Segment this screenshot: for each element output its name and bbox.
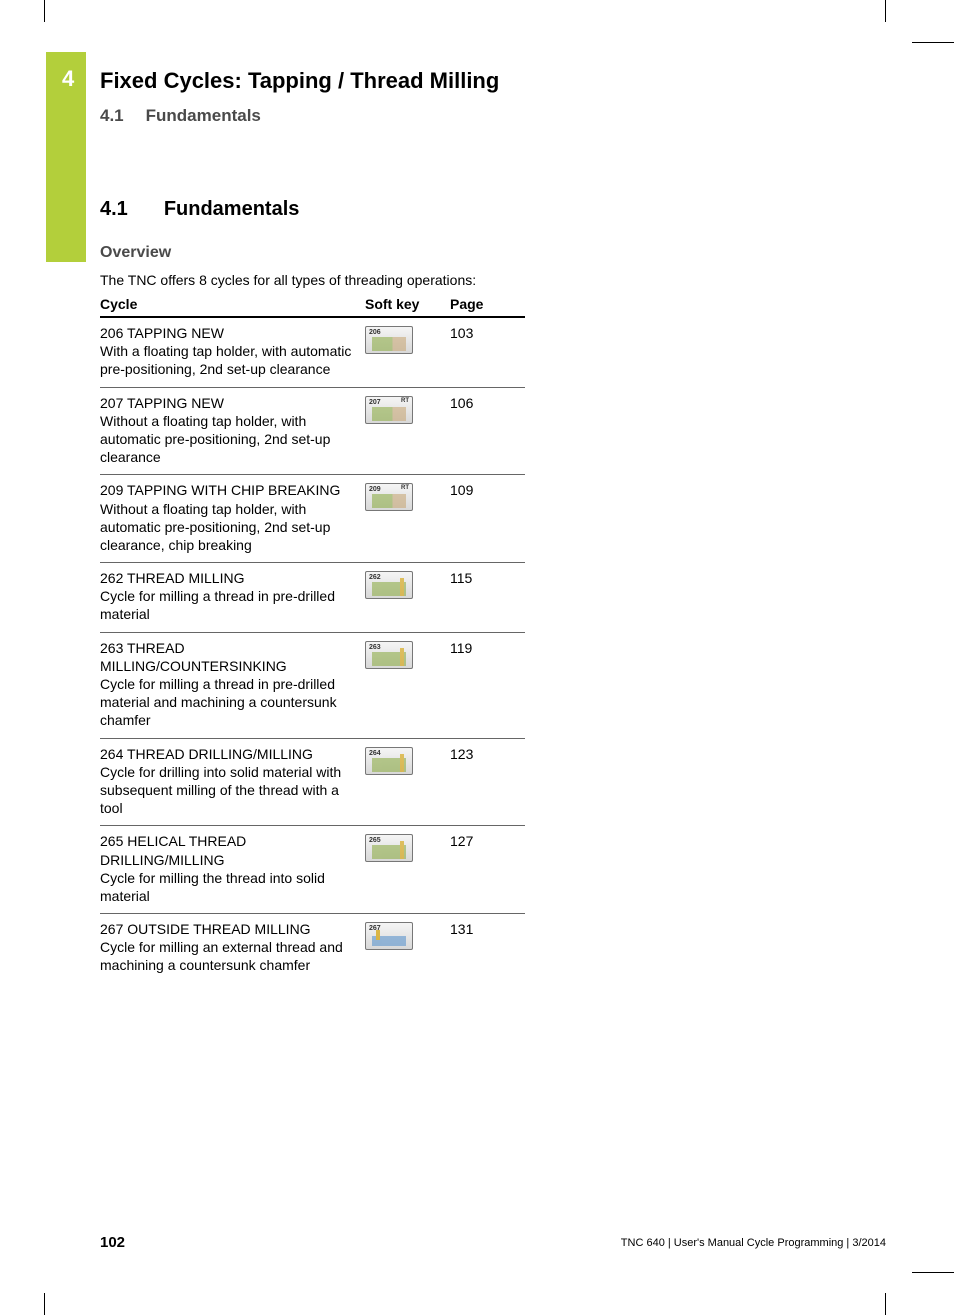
page-cell: 131 — [450, 920, 520, 975]
softkey-glyph — [372, 652, 406, 666]
cycle-cell: 206 TAPPING NEWWith a floating tap holde… — [100, 324, 365, 379]
softkey-cell: 206 — [365, 324, 450, 379]
cycle-cell: 267 OUTSIDE THREAD MILLINGCycle for mill… — [100, 920, 365, 975]
softkey-glyph — [372, 758, 406, 772]
softkey-label: 263 — [369, 643, 381, 652]
cycle-description: Without a floating tap holder, with auto… — [100, 412, 357, 467]
page-cell: 115 — [450, 569, 520, 624]
cycle-cell: 262 THREAD MILLINGCycle for milling a th… — [100, 569, 365, 624]
cycle-description: Cycle for milling the thread into solid … — [100, 869, 357, 905]
cycle-cell: 207 TAPPING NEWWithout a floating tap ho… — [100, 394, 365, 467]
table-row: 209 TAPPING WITH CHIP BREAKINGWithout a … — [100, 475, 525, 563]
section-heading-number: 4.1 — [100, 198, 128, 220]
section-title: Fundamentals — [146, 106, 261, 125]
col-header-softkey: Soft key — [365, 296, 450, 312]
section-heading: 4.1 Fundamentals — [100, 198, 299, 221]
chapter-title: Fixed Cycles: Tapping / Thread Milling — [100, 68, 499, 94]
table-row: 267 OUTSIDE THREAD MILLINGCycle for mill… — [100, 914, 525, 983]
page-cell: 119 — [450, 639, 520, 730]
running-section-header: 4.1 Fundamentals — [100, 106, 261, 126]
crop-mark — [44, 0, 45, 22]
softkey-glyph — [372, 845, 406, 859]
softkey-rt-label: RT — [401, 485, 409, 493]
softkey-cell: 264 — [365, 745, 450, 818]
cycle-description: Cycle for milling a thread in pre-drille… — [100, 587, 357, 623]
cycle-cell: 264 THREAD DRILLING/MILLINGCycle for dri… — [100, 745, 365, 818]
page-cell: 127 — [450, 832, 520, 905]
softkey-label: 209 — [369, 485, 381, 494]
col-header-page: Page — [450, 296, 520, 312]
cycle-description: Cycle for drilling into solid material w… — [100, 763, 357, 818]
cycle-title: 267 OUTSIDE THREAD MILLING — [100, 920, 357, 938]
cycles-table: Cycle Soft key Page 206 TAPPING NEWWith … — [100, 296, 525, 983]
section-heading-title: Fundamentals — [164, 198, 300, 220]
crop-mark — [44, 1293, 45, 1315]
col-header-cycle: Cycle — [100, 296, 365, 312]
section-number: 4.1 — [100, 106, 124, 125]
crop-mark — [912, 42, 954, 43]
softkey-glyph — [372, 936, 406, 946]
table-row: 265 HELICAL THREAD DRILLING/MILLINGCycle… — [100, 826, 525, 914]
table-row: 264 THREAD DRILLING/MILLINGCycle for dri… — [100, 739, 525, 827]
cycle-description: Without a floating tap holder, with auto… — [100, 500, 357, 555]
softkey-cell: 207 RT — [365, 394, 450, 467]
softkey-cell: 265 — [365, 832, 450, 905]
cycle-cell: 265 HELICAL THREAD DRILLING/MILLINGCycle… — [100, 832, 365, 905]
table-row: 262 THREAD MILLINGCycle for milling a th… — [100, 563, 525, 633]
cycle-description: Cycle for milling an external thread and… — [100, 938, 357, 974]
page-cell: 103 — [450, 324, 520, 379]
cycle-title: 207 TAPPING NEW — [100, 394, 357, 412]
softkey-icon: 265 — [365, 834, 413, 862]
softkey-glyph — [372, 494, 406, 508]
softkey-glyph — [372, 582, 406, 596]
cycle-title: 206 TAPPING NEW — [100, 324, 357, 342]
softkey-icon: 209 RT — [365, 483, 413, 511]
page-cell: 123 — [450, 745, 520, 818]
softkey-cell: 263 — [365, 639, 450, 730]
cycle-cell: 263 THREAD MILLING/COUNTERSINKINGCycle f… — [100, 639, 365, 730]
footer-text: TNC 640 | User's Manual Cycle Programmin… — [621, 1237, 886, 1249]
softkey-cell: 209 RT — [365, 481, 450, 554]
softkey-label: 264 — [369, 749, 381, 758]
cycle-cell: 209 TAPPING WITH CHIP BREAKINGWithout a … — [100, 481, 365, 554]
cycle-title: 262 THREAD MILLING — [100, 569, 357, 587]
cycle-title: 265 HELICAL THREAD DRILLING/MILLING — [100, 832, 357, 868]
softkey-label: 262 — [369, 573, 381, 582]
softkey-icon: 206 — [365, 326, 413, 354]
softkey-label: 206 — [369, 328, 381, 337]
softkey-glyph — [372, 407, 406, 421]
softkey-icon: 267 — [365, 922, 413, 950]
softkey-cell: 262 — [365, 569, 450, 624]
table-row: 206 TAPPING NEWWith a floating tap holde… — [100, 318, 525, 388]
softkey-rt-label: RT — [401, 398, 409, 406]
crop-mark — [885, 0, 886, 22]
cycle-title: 264 THREAD DRILLING/MILLING — [100, 745, 357, 763]
crop-mark — [885, 1293, 886, 1315]
cycle-title: 263 THREAD MILLING/COUNTERSINKING — [100, 639, 357, 675]
table-body: 206 TAPPING NEWWith a floating tap holde… — [100, 318, 525, 983]
page-number: 102 — [100, 1234, 125, 1251]
table-row: 263 THREAD MILLING/COUNTERSINKINGCycle f… — [100, 633, 525, 739]
cycle-description: With a floating tap holder, with automat… — [100, 342, 357, 378]
table-header-row: Cycle Soft key Page — [100, 296, 525, 318]
softkey-icon: 264 — [365, 747, 413, 775]
page-cell: 106 — [450, 394, 520, 467]
crop-mark — [912, 1272, 954, 1273]
softkey-cell: 267 — [365, 920, 450, 975]
softkey-glyph — [372, 337, 406, 351]
overview-heading: Overview — [100, 244, 171, 262]
softkey-label: 265 — [369, 836, 381, 845]
softkey-label: 207 — [369, 398, 381, 407]
cycle-description: Cycle for milling a thread in pre-drille… — [100, 675, 357, 730]
chapter-number: 4 — [62, 66, 74, 92]
softkey-icon: 207 RT — [365, 396, 413, 424]
softkey-icon: 263 — [365, 641, 413, 669]
softkey-icon: 262 — [365, 571, 413, 599]
cycle-title: 209 TAPPING WITH CHIP BREAKING — [100, 481, 357, 499]
intro-text: The TNC offers 8 cycles for all types of… — [100, 272, 476, 288]
table-row: 207 TAPPING NEWWithout a floating tap ho… — [100, 388, 525, 476]
page-cell: 109 — [450, 481, 520, 554]
